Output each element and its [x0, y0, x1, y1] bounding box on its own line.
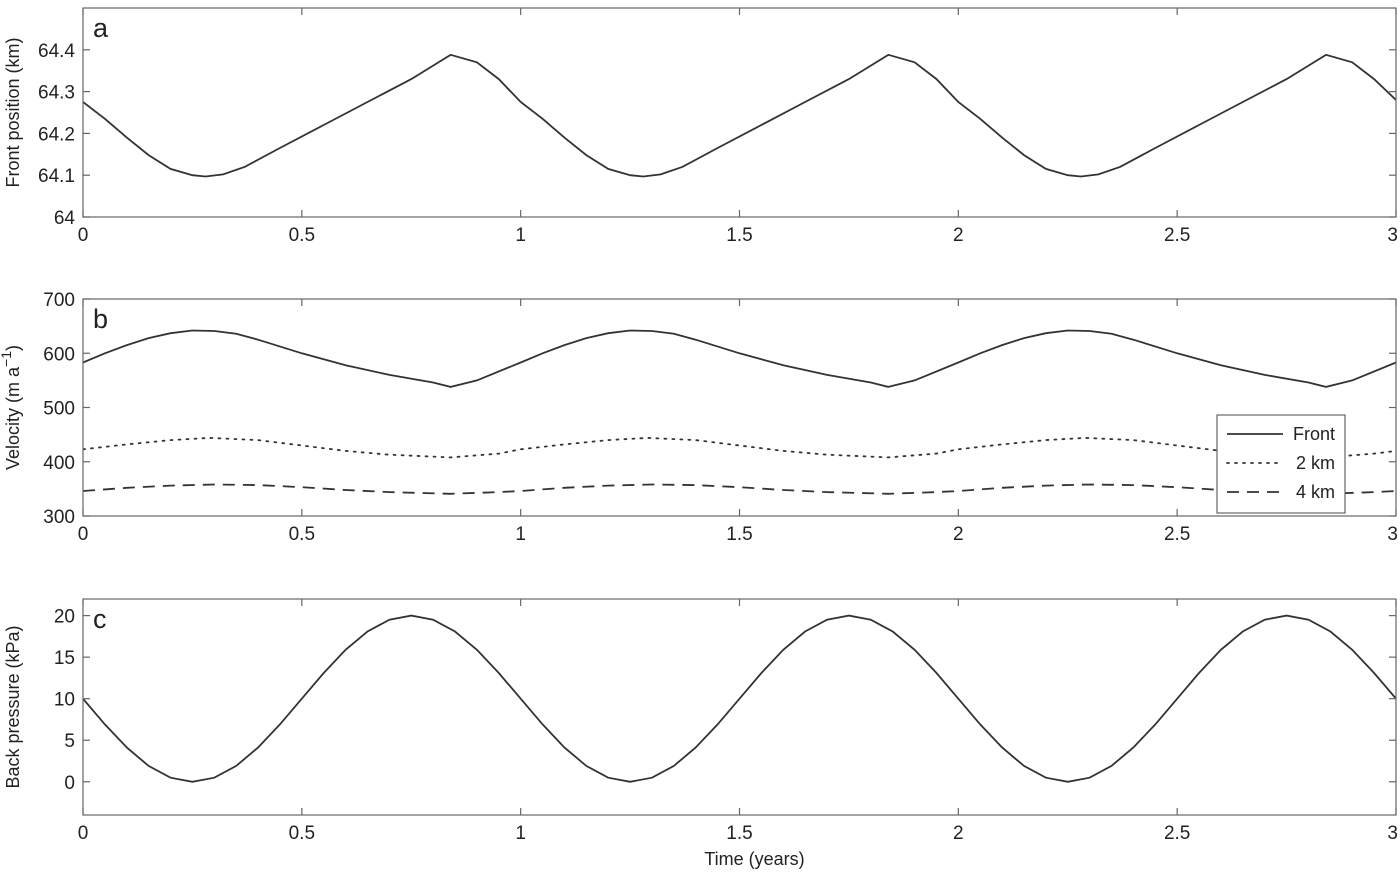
legend: Front 2 km 4 km: [1216, 414, 1346, 514]
y-tick-label: 300: [43, 507, 75, 528]
x-tick-label: 0.5: [289, 823, 315, 844]
panel-a: 0 0.5 1 1.5 2 2.5 3 64 64.1 64.2 64.3 64.4 a Front po…: [3, 7, 1398, 246]
y-tick-label: 20: [54, 607, 75, 628]
x-axis-label: Time (years): [704, 849, 804, 869]
series-line-c-0: [83, 614, 1396, 783]
y-tick-label: 10: [54, 690, 75, 711]
y-axis-label-close: ): [3, 345, 23, 351]
x-tick-label: 0: [78, 524, 89, 545]
x-tick-label: 1: [515, 524, 526, 545]
x-tick-label: 2.5: [1164, 823, 1190, 844]
x-tick-label: 3: [1387, 524, 1398, 545]
x-tick-label: 3: [1387, 823, 1398, 844]
y-tick-label: 64.4: [38, 41, 75, 62]
axes-frame: [82, 298, 1397, 517]
series-line-4-km: [83, 483, 1396, 495]
y-tick-label: 64.1: [38, 166, 75, 187]
legend-label-2-km: 2 km: [1296, 453, 1335, 473]
y-axis-label: Velocity (m a−1): [0, 345, 23, 470]
series-line-a-0: [83, 53, 1396, 178]
y-tick-label: 0: [64, 773, 75, 794]
y-axis-label-superscript: −1: [0, 351, 14, 367]
x-tick-label: 0: [78, 823, 89, 844]
y-axis-label: Back pressure (kPa): [3, 625, 23, 788]
x-tick-label: 1: [515, 823, 526, 844]
x-tick-label: 0: [78, 225, 89, 246]
x-tick-label: 1.5: [726, 225, 752, 246]
x-tick-label: 2: [953, 524, 964, 545]
y-tick-label: 5: [64, 731, 75, 752]
panel-c: 0 0.5 1 1.5 2 2.5 3 0 5 10 15 20 c Back pressure (kPa…: [3, 598, 1398, 869]
x-tick-label: 1.5: [726, 823, 752, 844]
y-axis-label: Front position (km): [3, 37, 23, 187]
y-tick-label: 400: [43, 453, 75, 474]
axes-frame: [82, 598, 1397, 816]
x-tick-label: 0.5: [289, 524, 315, 545]
x-tick-label: 2: [953, 225, 964, 246]
legend-label-4-km: 4 km: [1296, 482, 1335, 502]
y-tick-label: 700: [43, 290, 75, 311]
x-tick-label: 2.5: [1164, 524, 1190, 545]
legend-box: [1216, 414, 1346, 514]
axes-frame: [82, 7, 1397, 218]
panel-letter: c: [93, 604, 107, 634]
y-tick-label: 64: [54, 208, 76, 229]
x-tick-label: 0.5: [289, 225, 315, 246]
panel-letter: b: [93, 304, 108, 334]
series-line-front: [83, 329, 1396, 388]
x-tick-label: 3: [1387, 225, 1398, 246]
x-tick-label: 2.5: [1164, 225, 1190, 246]
y-tick-label: 500: [43, 399, 75, 420]
panel-b: 0 0.5 1 1.5 2 2.5 3 300 400 500 600 700 b Velocity (m…: [0, 290, 1398, 545]
x-tick-label: 1.5: [726, 524, 752, 545]
x-tick-label: 2: [953, 823, 964, 844]
y-tick-label: 64.3: [38, 83, 75, 104]
y-tick-label: 600: [43, 344, 75, 365]
series-line-2-km: [83, 436, 1396, 459]
legend-label-front: Front: [1293, 424, 1335, 444]
panel-letter: a: [93, 13, 109, 43]
x-tick-label: 1: [515, 225, 526, 246]
y-tick-label: 15: [54, 648, 75, 669]
y-tick-label: 64.2: [38, 124, 75, 145]
